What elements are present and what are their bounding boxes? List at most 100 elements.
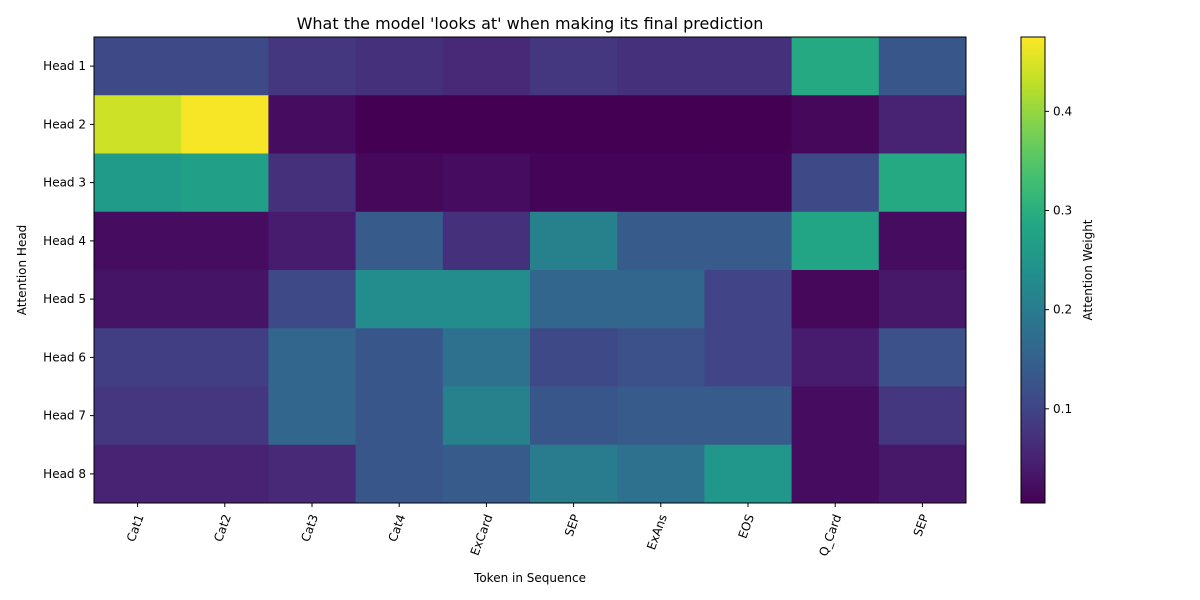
heatmap-cell (791, 328, 880, 387)
heatmap-cell (530, 328, 618, 387)
heatmap-cell (791, 153, 880, 213)
heatmap-cell (791, 37, 880, 96)
heatmap-cell (791, 211, 880, 271)
heatmap-cell (617, 211, 705, 271)
heatmap-cell (878, 328, 967, 387)
heatmap-cell (442, 211, 531, 271)
heatmap-cell (791, 444, 880, 504)
heatmap-cell (442, 444, 531, 504)
heatmap-cell (704, 270, 793, 329)
colorbar-label: Attention Weight (1081, 219, 1095, 320)
heatmap-cell (530, 444, 618, 504)
heatmap-cell (617, 386, 705, 446)
heatmap-cell (530, 95, 618, 154)
heatmap-cell (530, 37, 618, 96)
heatmap-cell (530, 270, 618, 329)
heatmap-cell (355, 37, 444, 96)
heatmap-cell (181, 211, 269, 271)
heatmap-cell (94, 153, 182, 213)
heatmap-cell (617, 270, 705, 329)
heatmap-cell (181, 37, 269, 96)
heatmap-cell (442, 37, 531, 96)
heatmap-cell (878, 95, 967, 154)
heatmap-cell (442, 153, 531, 213)
x-axis-label: Token in Sequence (473, 571, 586, 585)
heatmap-cell (878, 153, 967, 213)
x-tick-label: SEP (911, 512, 932, 538)
x-tick-label: Q_Card (816, 512, 844, 558)
heatmap-cell (268, 386, 357, 446)
heatmap-cell (355, 211, 444, 271)
colorbar-tick-label: 0.4 (1053, 104, 1072, 118)
x-axis: Cat1 Cat2 Cat3 Cat4 ExCard SEP ExAns EOS Q_Card S… (124, 503, 932, 558)
plot-frame (93, 36, 967, 504)
heatmap-cell (268, 270, 357, 329)
y-axis-label: Attention Head (15, 225, 29, 316)
y-tick-label: Head 7 (43, 409, 86, 423)
heatmap-cell (442, 328, 531, 387)
heatmap-cell (442, 270, 531, 329)
heatmap-cell (94, 328, 182, 387)
colorbar-tick-label: 0.2 (1053, 303, 1072, 317)
heatmap-cells (94, 37, 967, 504)
heatmap-cell (791, 270, 880, 329)
y-tick-label: Head 3 (43, 176, 86, 190)
heatmap-cell (355, 270, 444, 329)
heatmap-cell (94, 95, 182, 154)
heatmap-cell (704, 328, 793, 387)
heatmap-cell (181, 153, 269, 213)
heatmap-cell (268, 328, 357, 387)
heatmap-cell (181, 328, 269, 387)
heatmap-cell (878, 37, 967, 96)
heatmap-cell (878, 386, 967, 446)
y-tick-label: Head 2 (43, 117, 86, 131)
heatmap-cell (530, 153, 618, 213)
heatmap-cell (94, 386, 182, 446)
chart-title: What the model 'looks at' when making it… (297, 14, 764, 33)
heatmap-cell (791, 95, 880, 154)
x-tick-label: ExCard (468, 512, 496, 557)
heatmap-cell (181, 444, 269, 504)
heatmap-cell (617, 153, 705, 213)
heatmap-cell (355, 386, 444, 446)
colorbar-ticks: 0.1 0.2 0.3 0.4 (1045, 104, 1072, 416)
heatmap-cell (617, 444, 705, 504)
heatmap-cell (94, 444, 182, 504)
colorbar-tick-label: 0.1 (1053, 402, 1072, 416)
heatmap-cell (355, 444, 444, 504)
y-tick-label: Head 4 (43, 234, 86, 248)
x-tick-label: Cat2 (211, 512, 234, 543)
heatmap-cell (704, 95, 793, 154)
colorbar-tick-label: 0.3 (1053, 204, 1072, 218)
heatmap-cell (530, 211, 618, 271)
heatmap-cell (268, 37, 357, 96)
heatmap-cell (94, 37, 182, 96)
heatmap-cell (704, 211, 793, 271)
heatmap-cell (617, 328, 705, 387)
heatmap-cell (442, 95, 531, 154)
heatmap-cell (704, 444, 793, 504)
heatmap-cell (94, 211, 182, 271)
heatmap-cell (94, 270, 182, 329)
x-tick-label: ExAns (644, 512, 670, 551)
heatmap-cell (268, 153, 357, 213)
heatmap-cell (704, 37, 793, 96)
heatmap-cell (268, 211, 357, 271)
x-tick-label: SEP (562, 512, 583, 538)
heatmap-cell (181, 270, 269, 329)
y-tick-label: Head 5 (43, 292, 86, 306)
heatmap-cell (355, 95, 444, 154)
x-tick-label: Cat4 (386, 512, 409, 543)
heatmap-cell (355, 328, 444, 387)
x-tick-label: Cat3 (298, 512, 321, 543)
x-tick-label: EOS (736, 512, 758, 540)
heatmap-cell (791, 386, 880, 446)
colorbar-gradient (1020, 36, 1046, 504)
heatmap-cell (268, 95, 357, 154)
heatmap-cell (617, 95, 705, 154)
heatmap-cell (530, 386, 618, 446)
heatmap-cell (268, 444, 357, 504)
y-tick-label: Head 6 (43, 350, 86, 364)
y-axis: Head 1 Head 2 Head 3 Head 4 Head 5 Head 6 Head… (43, 59, 94, 481)
